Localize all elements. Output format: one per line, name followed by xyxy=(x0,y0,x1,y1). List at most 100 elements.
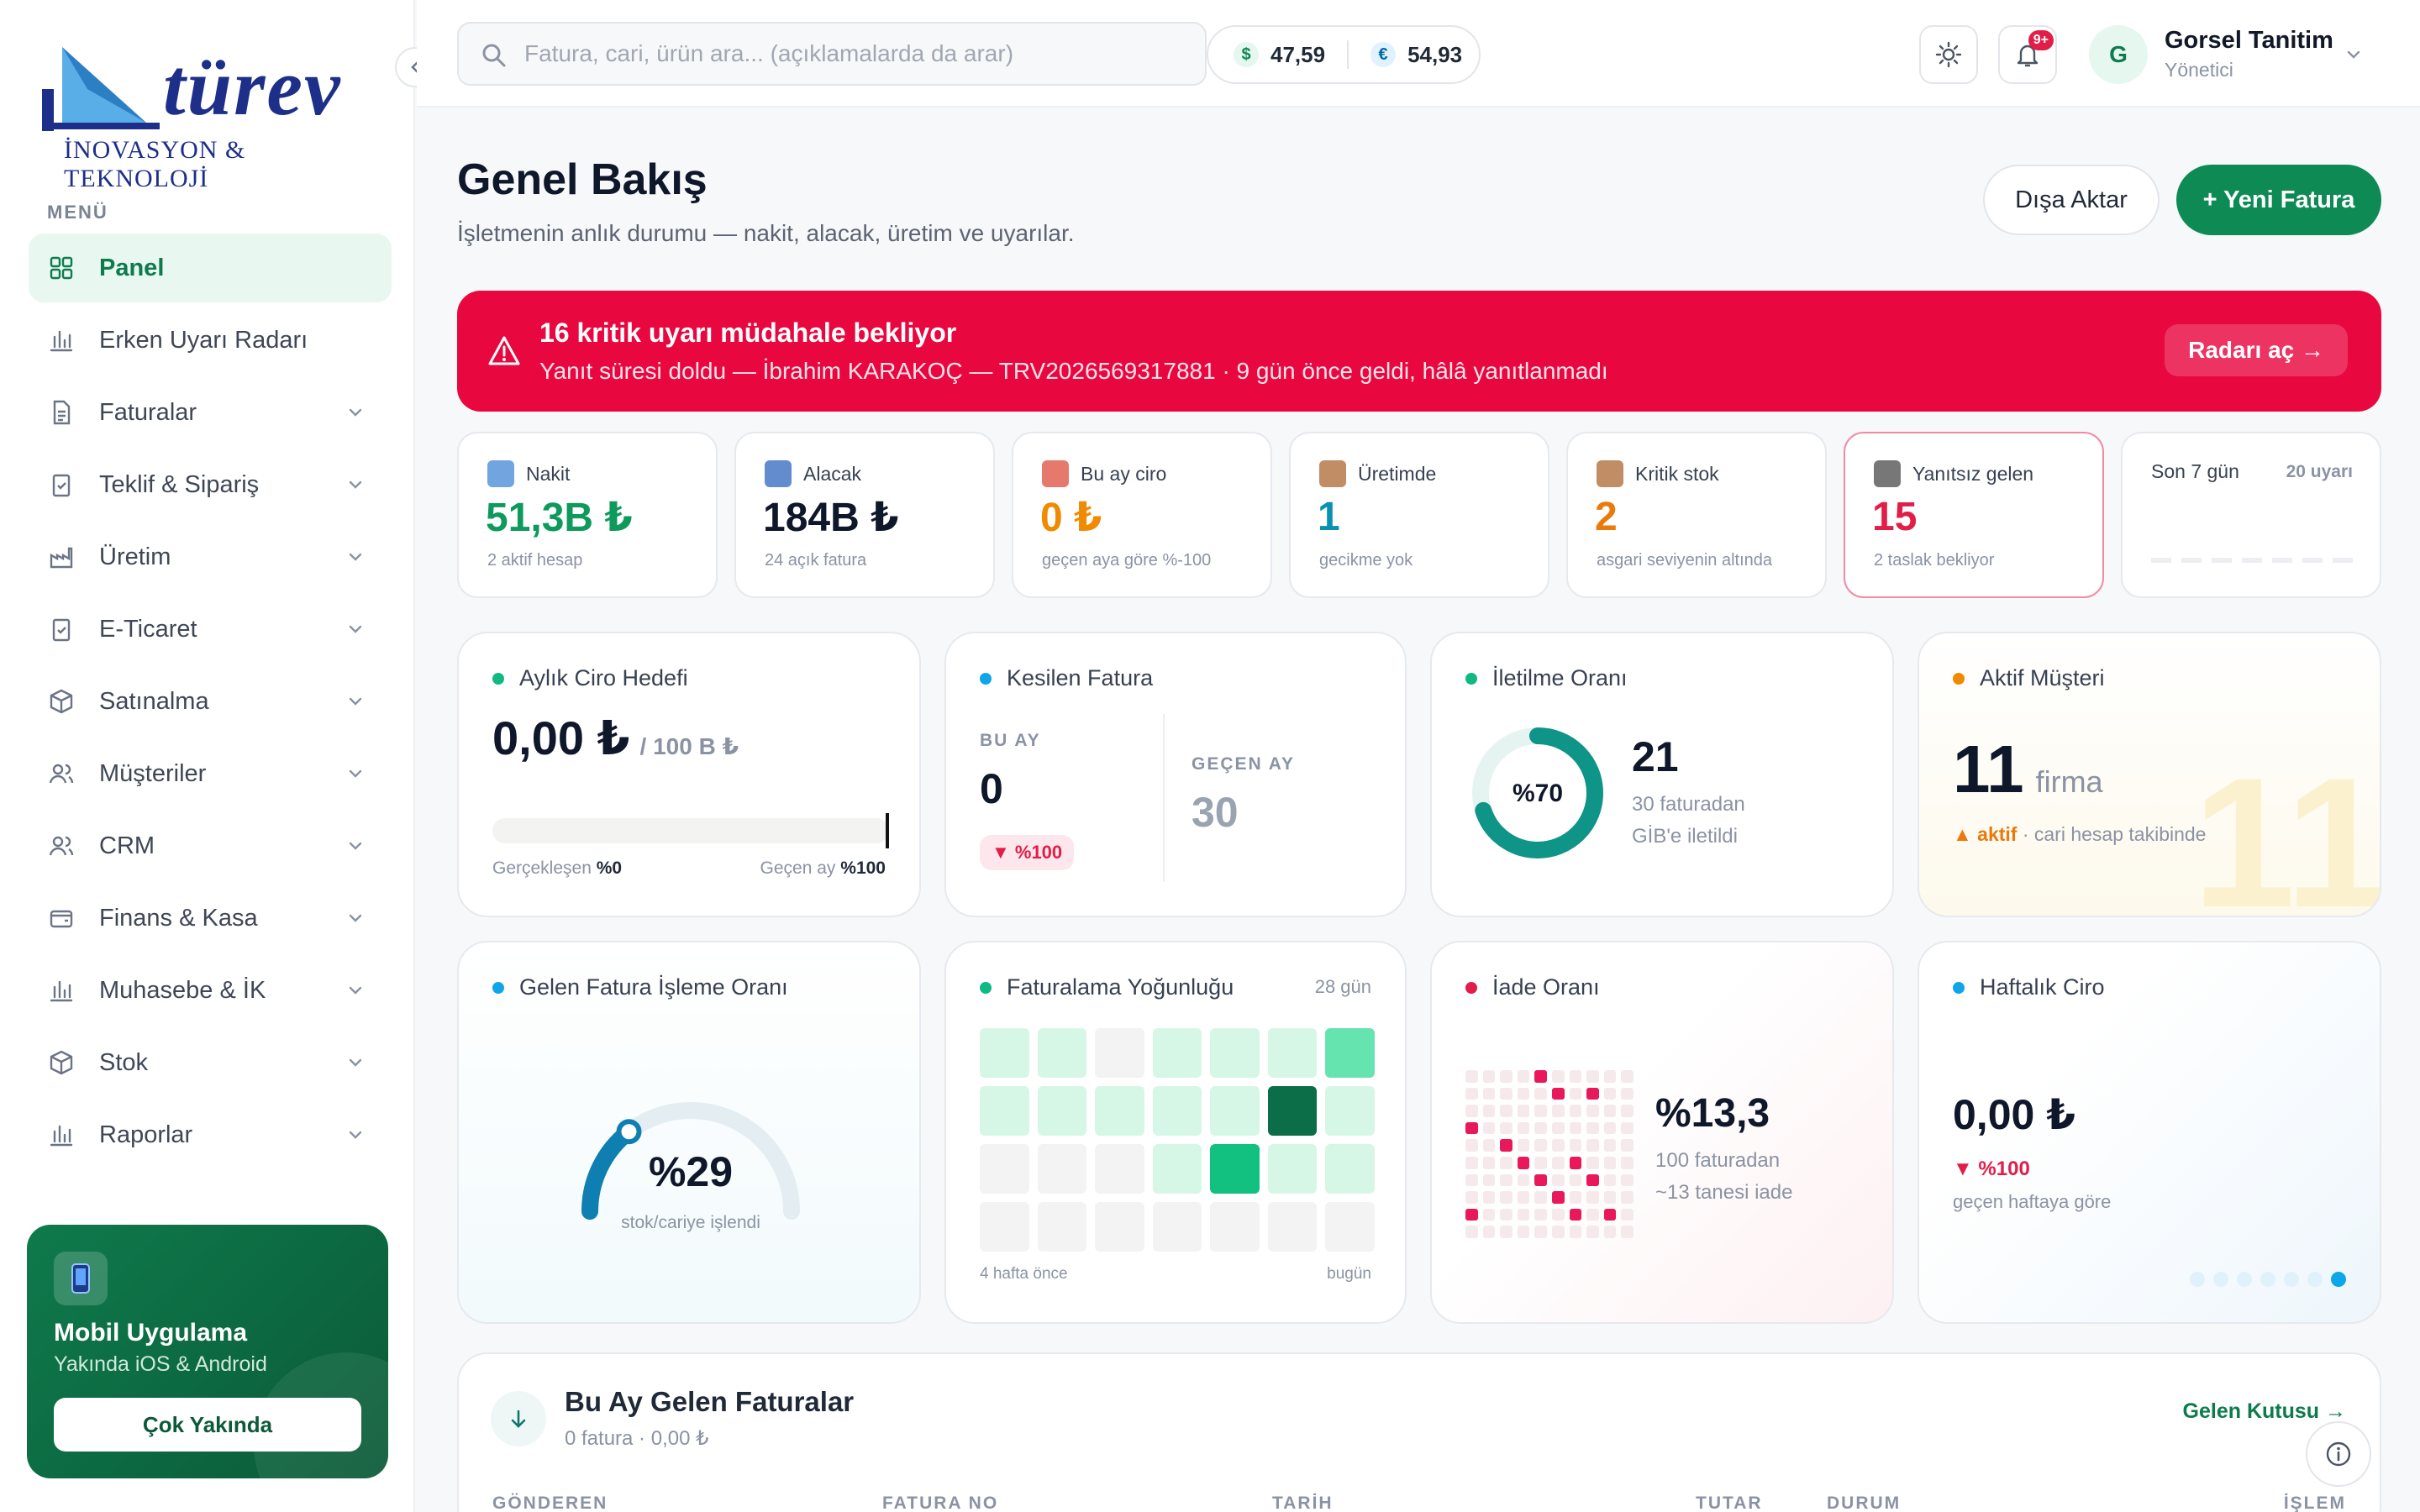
heatmap-cell[interactable] xyxy=(1267,1202,1318,1252)
avatar[interactable]: G xyxy=(2089,25,2148,84)
coming-soon-button[interactable]: Çok Yakında xyxy=(54,1398,361,1452)
notifications-button[interactable]: 9+ xyxy=(1998,25,2057,84)
inbox-link[interactable]: Gelen Kutusu → xyxy=(2182,1399,2346,1423)
heatmap-cell[interactable] xyxy=(1267,1028,1318,1078)
sidebar-item-satınalma[interactable]: Satınalma xyxy=(29,667,392,736)
card-transmission-rate[interactable]: İletilme Oranı %70 21 30 faturadan GİB'e… xyxy=(1430,632,1894,917)
heatmap-cell[interactable] xyxy=(1267,1086,1318,1136)
heatmap-cell[interactable] xyxy=(1037,1202,1087,1252)
kpi-card-6[interactable]: Son 7 gün 20 uyarı xyxy=(2121,432,2381,598)
phone-icon xyxy=(54,1252,108,1305)
heatmap-cell[interactable] xyxy=(1210,1028,1260,1078)
sidebar-item-üretim[interactable]: Üretim xyxy=(29,522,392,591)
heatmap-cell[interactable] xyxy=(1210,1086,1260,1136)
sidebar-item-faturalar[interactable]: Faturalar xyxy=(29,378,392,447)
card-return-rate[interactable]: İade Oranı %13,3 100 faturadan ~13 tanes… xyxy=(1430,941,1894,1324)
sidebar-item-müşteriler[interactable]: Müşteriler xyxy=(29,739,392,808)
heatmap-cell[interactable] xyxy=(1152,1202,1202,1252)
weekly-change: ▼ %100 xyxy=(1953,1158,2030,1180)
heatmap-cell[interactable] xyxy=(980,1202,1029,1252)
arrow-down-icon xyxy=(491,1391,546,1446)
heatmap-cell[interactable] xyxy=(1095,1202,1144,1252)
return-dot xyxy=(1621,1087,1634,1100)
card-title: Aktif Müşteri xyxy=(1980,665,2105,690)
heatmap-cell[interactable] xyxy=(1325,1202,1375,1252)
heatmap-cell[interactable] xyxy=(1325,1028,1375,1078)
heatmap-cell[interactable] xyxy=(1037,1144,1087,1194)
kpi-card-5[interactable]: Yanıtsız gelen 15 2 taslak bekliyor xyxy=(1844,432,2104,598)
return-dot xyxy=(1534,1139,1547,1152)
kpi-card-0[interactable]: Nakit 51,3B ₺ 2 aktif hesap xyxy=(457,432,718,598)
kpi-card-2[interactable]: Bu ay ciro 0 ₺ geçen aya göre %-100 xyxy=(1012,432,1272,598)
heatmap-cell[interactable] xyxy=(1267,1144,1318,1194)
new-invoice-button[interactable]: + Yeni Fatura xyxy=(2176,165,2381,235)
column-date[interactable]: TARİH xyxy=(1272,1494,1334,1512)
chevron-down-icon[interactable] xyxy=(2343,44,2365,66)
kpi-sub: 2 taslak bekliyor xyxy=(1874,551,1995,570)
heatmap-cell[interactable] xyxy=(1152,1144,1202,1194)
carousel-dots[interactable] xyxy=(2190,1272,2346,1287)
heatmap-cell[interactable] xyxy=(980,1028,1029,1078)
heatmap-cell[interactable] xyxy=(1152,1028,1202,1078)
column-sender[interactable]: GÖNDEREN xyxy=(492,1494,608,1512)
chevron-down-icon xyxy=(349,842,362,850)
kpi-card-1[interactable]: Alacak 184B ₺ 24 açık fatura xyxy=(734,432,995,598)
chevron-down-icon xyxy=(349,480,362,489)
brand-logo[interactable]: türev İNOVASYON & TEKNOLOJİ xyxy=(37,32,390,192)
card-active-customers[interactable]: 11 Aktif Müşteri 11 firma ▲ aktif · cari… xyxy=(1918,632,2381,917)
heatmap-cell[interactable] xyxy=(980,1086,1029,1136)
heatmap-cell[interactable] xyxy=(1325,1144,1375,1194)
search-input[interactable]: Fatura, cari, ürün ara... (açıklamalarda… xyxy=(457,22,1207,86)
return-dot xyxy=(1482,1105,1496,1117)
return-dot xyxy=(1569,1087,1582,1100)
card-weekly-revenue[interactable]: Haftalık Ciro 0,00 ₺ ▼ %100 geçen haftay… xyxy=(1918,941,2381,1324)
column-amount[interactable]: TUTAR xyxy=(1696,1494,1763,1512)
sidebar-item-finans-kasa[interactable]: Finans & Kasa xyxy=(29,884,392,953)
column-status[interactable]: DURUM xyxy=(1827,1494,1902,1512)
heatmap-cell[interactable] xyxy=(1210,1202,1260,1252)
heatmap-cell[interactable] xyxy=(1152,1086,1202,1136)
return-dot xyxy=(1500,1105,1512,1117)
card-title: Haftalık Ciro xyxy=(1980,974,2105,1000)
card-monthly-revenue-target[interactable]: Aylık Ciro Hedefi 0,00 ₺ / 100 B ₺ Gerçe… xyxy=(457,632,921,917)
open-radar-button[interactable]: Radarı aç → xyxy=(2165,324,2348,376)
heatmap-cell[interactable] xyxy=(1095,1086,1144,1136)
sidebar-item-e-ticaret[interactable]: E-Ticaret xyxy=(29,595,392,664)
return-line2: ~13 tanesi iade xyxy=(1655,1181,1793,1204)
help-button[interactable] xyxy=(2306,1421,2371,1487)
kpi-card-4[interactable]: Kritik stok 2 asgari seviyenin altında xyxy=(1566,432,1827,598)
sidebar-item-teklif-sipariş[interactable]: Teklif & Sipariş xyxy=(29,450,392,519)
user-name[interactable]: Gorsel Tanitim xyxy=(2165,27,2333,54)
sidebar-item-panel[interactable]: Panel xyxy=(29,234,392,302)
heatmap-cell[interactable] xyxy=(1210,1144,1260,1194)
alert-text: Yanıt süresi doldu — İbrahim KARAKOÇ — T… xyxy=(539,358,1608,384)
heatmap-cell[interactable] xyxy=(1095,1028,1144,1078)
sidebar-item-label: Teklif & Sipariş xyxy=(99,470,260,498)
heatmap-cell[interactable] xyxy=(1037,1086,1087,1136)
heatmap-cell[interactable] xyxy=(1095,1144,1144,1194)
column-action[interactable]: İŞLEM xyxy=(2283,1494,2346,1512)
sidebar-menu: Panel Erken Uyarı Radarı Faturalar Teklif &… xyxy=(29,234,392,1173)
sidebar-item-stok[interactable]: Stok xyxy=(29,1028,392,1097)
return-dot xyxy=(1500,1191,1512,1204)
card-issued-invoices[interactable]: Kesilen Fatura BU AY 0 ▼ %100 GEÇEN AY 3… xyxy=(944,632,1407,917)
kpi-card-3[interactable]: Üretimde 1 gecikme yok xyxy=(1289,432,1549,598)
export-button[interactable]: Dışa Aktar xyxy=(1983,165,2160,235)
menu-title: MENÜ xyxy=(47,202,108,223)
card-invoicing-density[interactable]: Faturalama Yoğunluğu 28 gün 4 hafta önce… xyxy=(944,941,1407,1324)
sidebar-item-muhasebe-i-k[interactable]: Muhasebe & İK xyxy=(29,956,392,1025)
heatmap-cell[interactable] xyxy=(1037,1028,1087,1078)
sidebar-item-crm[interactable]: CRM xyxy=(29,811,392,880)
weekly-note: geçen haftaya göre xyxy=(1953,1191,2112,1212)
theme-toggle-button[interactable] xyxy=(1919,25,1978,84)
card-incoming-processing-rate[interactable]: Gelen Fatura İşleme Oranı %29 stok/cariy… xyxy=(457,941,921,1324)
column-invoice-no[interactable]: FATURA NO xyxy=(882,1494,999,1512)
prev-month-value: 30 xyxy=(1192,789,1239,836)
kpi-label: Kritik stok xyxy=(1635,462,1719,485)
heatmap-cell[interactable] xyxy=(980,1144,1029,1194)
sidebar-item-erken-uyarı-radarı[interactable]: Erken Uyarı Radarı xyxy=(29,306,392,375)
return-dot-returned xyxy=(1603,1208,1617,1221)
heatmap-cell[interactable] xyxy=(1325,1086,1375,1136)
processing-percent: %29 xyxy=(648,1148,734,1195)
sidebar-item-raporlar[interactable]: Raporlar xyxy=(29,1100,392,1169)
